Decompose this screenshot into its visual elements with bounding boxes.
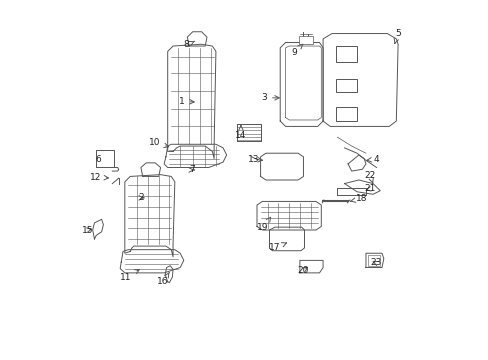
- Text: 15: 15: [81, 225, 93, 234]
- Bar: [335, 46, 356, 62]
- Polygon shape: [167, 44, 216, 158]
- Text: 11: 11: [120, 269, 139, 282]
- Text: 6: 6: [95, 155, 101, 164]
- Polygon shape: [337, 188, 365, 195]
- Polygon shape: [187, 32, 206, 46]
- Text: 7: 7: [188, 166, 194, 175]
- Polygon shape: [93, 219, 103, 239]
- Text: 9: 9: [291, 44, 302, 57]
- Bar: [335, 79, 356, 93]
- Text: 12: 12: [89, 173, 108, 182]
- Polygon shape: [299, 260, 323, 273]
- Polygon shape: [323, 33, 397, 126]
- Bar: [298, 36, 312, 44]
- Text: 1: 1: [179, 97, 194, 106]
- Text: 10: 10: [148, 138, 168, 148]
- Polygon shape: [260, 153, 303, 180]
- Text: 8: 8: [183, 40, 194, 49]
- Text: 19: 19: [257, 217, 270, 231]
- Text: 20: 20: [297, 266, 308, 275]
- Text: 4: 4: [366, 155, 379, 164]
- Text: 5: 5: [393, 29, 400, 44]
- Text: 13: 13: [247, 155, 262, 164]
- Polygon shape: [237, 123, 260, 141]
- Text: 14: 14: [235, 125, 246, 140]
- Text: 22: 22: [364, 171, 375, 183]
- Text: 21: 21: [364, 184, 375, 193]
- Polygon shape: [120, 249, 183, 273]
- Text: 17: 17: [268, 243, 286, 252]
- Bar: [335, 108, 356, 121]
- Polygon shape: [280, 42, 323, 126]
- Polygon shape: [124, 175, 175, 257]
- Polygon shape: [365, 253, 383, 267]
- Bar: [367, 255, 380, 266]
- Text: 3: 3: [261, 93, 279, 102]
- Polygon shape: [347, 155, 365, 171]
- Polygon shape: [164, 144, 226, 167]
- Polygon shape: [344, 180, 380, 194]
- Text: 16: 16: [157, 272, 169, 286]
- Polygon shape: [269, 227, 304, 251]
- Polygon shape: [257, 202, 321, 230]
- Polygon shape: [165, 266, 173, 283]
- Polygon shape: [141, 163, 160, 176]
- Text: 18: 18: [350, 194, 366, 203]
- Polygon shape: [96, 150, 114, 167]
- Text: 23: 23: [369, 258, 381, 267]
- Text: 2: 2: [138, 193, 143, 202]
